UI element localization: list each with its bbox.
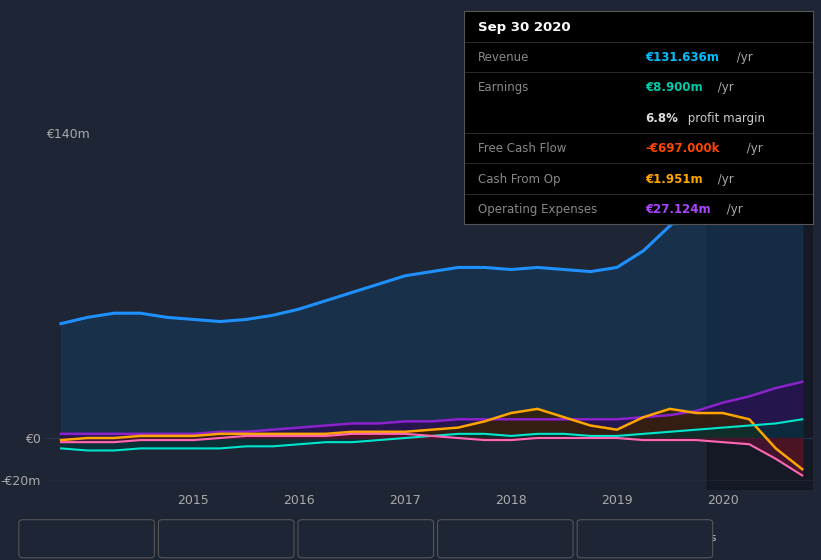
Text: Operating Expenses: Operating Expenses <box>478 203 597 216</box>
Text: profit margin: profit margin <box>685 111 765 125</box>
Text: ●: ● <box>172 531 183 545</box>
Text: Cash From Op: Cash From Op <box>465 533 543 543</box>
Text: -€697.000k: -€697.000k <box>645 142 720 155</box>
Text: Sep 30 2020: Sep 30 2020 <box>478 21 571 34</box>
Text: €131.636m: €131.636m <box>645 51 719 64</box>
Text: /yr: /yr <box>713 172 733 185</box>
Text: €1.951m: €1.951m <box>645 172 703 185</box>
Text: 6.8%: 6.8% <box>645 111 678 125</box>
Text: ●: ● <box>452 531 462 545</box>
Bar <box>707 126 821 490</box>
Text: Operating Expenses: Operating Expenses <box>604 533 717 543</box>
Text: /yr: /yr <box>733 51 753 64</box>
Text: Revenue: Revenue <box>46 533 94 543</box>
Text: €8.900m: €8.900m <box>645 81 703 94</box>
Text: €27.124m: €27.124m <box>645 203 711 216</box>
Text: Earnings: Earnings <box>186 533 234 543</box>
Text: Free Cash Flow: Free Cash Flow <box>325 533 409 543</box>
Text: Free Cash Flow: Free Cash Flow <box>478 142 566 155</box>
Text: Cash From Op: Cash From Op <box>478 172 560 185</box>
Text: Earnings: Earnings <box>478 81 530 94</box>
Text: €140m: €140m <box>46 128 89 141</box>
Text: /yr: /yr <box>723 203 743 216</box>
Text: ●: ● <box>312 531 323 545</box>
Text: Revenue: Revenue <box>478 51 530 64</box>
Text: ●: ● <box>33 531 44 545</box>
Text: /yr: /yr <box>743 142 763 155</box>
Text: ●: ● <box>591 531 602 545</box>
Text: /yr: /yr <box>713 81 733 94</box>
